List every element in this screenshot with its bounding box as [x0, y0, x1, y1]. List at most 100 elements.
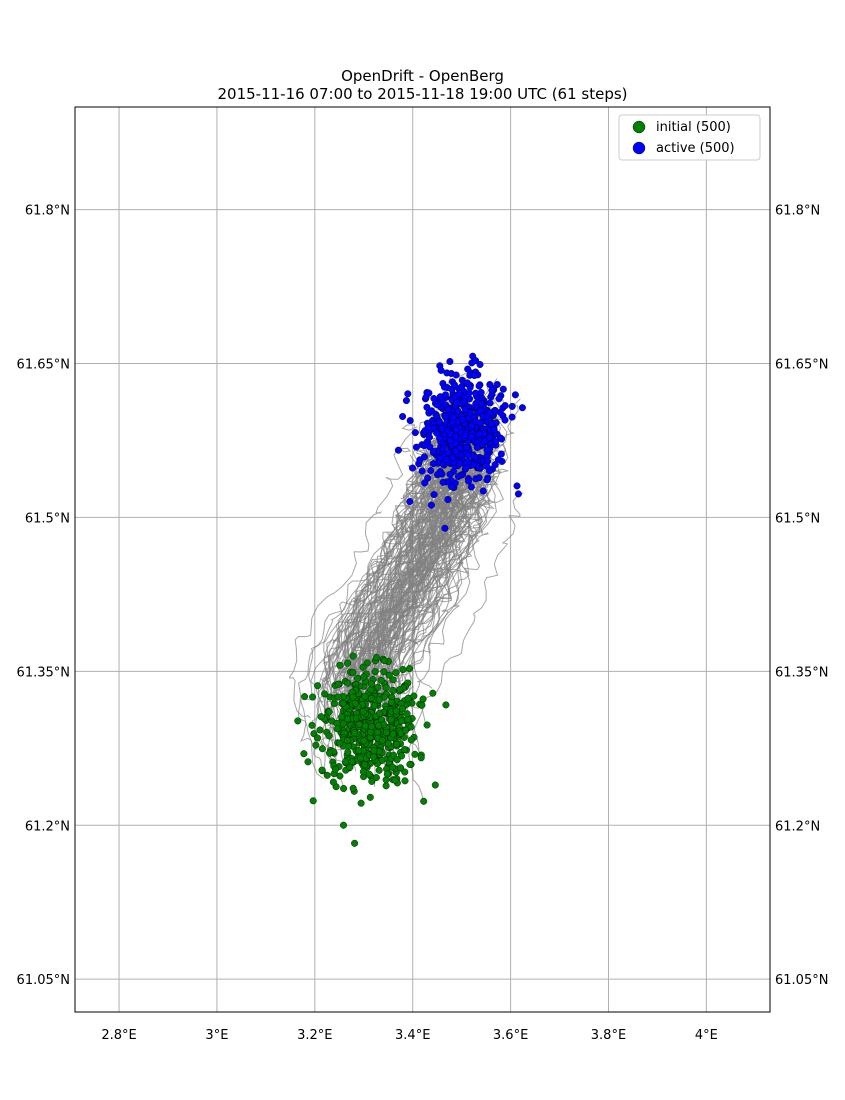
active-point: [472, 357, 480, 365]
active-point: [478, 400, 486, 408]
y-tick-label-right: 61.5°N: [775, 511, 820, 526]
active-point: [513, 482, 521, 490]
active-point: [444, 406, 452, 414]
initial-point: [406, 760, 414, 768]
initial-point: [344, 736, 352, 744]
active-point: [490, 426, 498, 434]
active-point: [461, 406, 469, 414]
initial-point: [308, 721, 316, 729]
initial-point: [407, 736, 415, 744]
active-point: [456, 460, 464, 468]
initial-point: [361, 722, 369, 730]
active-point: [499, 385, 507, 393]
initial-point: [366, 793, 374, 801]
active-point: [473, 444, 481, 452]
initial-point: [334, 680, 342, 688]
active-point: [479, 487, 487, 495]
initial-point: [383, 770, 391, 778]
initial-point: [314, 682, 322, 690]
initial-point: [340, 821, 348, 829]
initial-point: [363, 659, 371, 667]
y-tick-label-right: 61.35°N: [775, 665, 828, 680]
initial-point: [316, 726, 324, 734]
initial-point: [361, 761, 369, 769]
initial-point: [406, 665, 414, 673]
initial-point: [294, 717, 302, 725]
active-point: [399, 413, 407, 421]
initial-point: [355, 720, 363, 728]
initial-point: [323, 771, 331, 779]
initial-point: [410, 692, 418, 700]
active-point: [467, 483, 475, 491]
active-point: [429, 460, 437, 468]
initial-point: [423, 721, 431, 729]
initial-point: [380, 657, 388, 665]
initial-point: [300, 750, 308, 758]
initial-point: [382, 684, 390, 692]
initial-point: [377, 676, 385, 684]
active-point: [447, 482, 455, 490]
initial-point: [370, 753, 378, 761]
initial-point: [368, 723, 376, 731]
y-tick-label-left: 61.2°N: [25, 819, 70, 834]
initial-point: [378, 736, 386, 744]
trajectory-line: [387, 418, 497, 705]
active-point: [427, 501, 435, 509]
active-point: [452, 426, 460, 434]
active-point: [495, 395, 503, 403]
initial-point: [301, 693, 309, 701]
active-point: [409, 464, 417, 472]
initial-point: [407, 723, 415, 731]
initial-point: [312, 741, 320, 749]
map-frame: [74, 106, 771, 1013]
active-point: [418, 467, 426, 475]
initial-point: [360, 737, 368, 745]
active-point: [494, 456, 502, 464]
initial-point: [370, 747, 378, 755]
initial-point: [349, 668, 357, 676]
initial-point: [351, 839, 359, 847]
initial-point: [309, 797, 317, 805]
active-point: [483, 446, 491, 454]
trajectory-line: [311, 475, 428, 767]
initial-point: [387, 698, 395, 706]
initial-point: [411, 750, 419, 758]
active-point: [424, 423, 432, 431]
initial-point: [376, 709, 384, 717]
initial-point: [367, 680, 375, 688]
x-tick-label: 3.2°E: [297, 1028, 332, 1043]
initial-point: [392, 669, 400, 677]
x-tick-label: 4°E: [695, 1028, 718, 1043]
active-point: [406, 417, 414, 425]
y-tick-label-left: 61.05°N: [17, 973, 70, 988]
initial-point: [349, 652, 357, 660]
active-point: [463, 379, 471, 387]
legend-marker-initial: [632, 120, 646, 134]
active-point: [420, 453, 428, 461]
initial-point: [354, 674, 362, 682]
active-point: [486, 433, 494, 441]
active-point: [464, 451, 472, 459]
active-point: [486, 399, 494, 407]
initial-point: [399, 705, 407, 713]
y-tick-label-right: 61.2°N: [775, 819, 820, 834]
initial-point: [382, 729, 390, 737]
initial-point: [370, 702, 378, 710]
initial-point: [401, 777, 409, 785]
active-point: [452, 371, 460, 379]
active-point: [462, 464, 470, 472]
active-point: [411, 429, 419, 437]
initial-point: [429, 689, 437, 697]
chart-title: OpenDrift - OpenBerg: [341, 67, 504, 85]
active-point: [435, 418, 443, 426]
active-point: [429, 447, 437, 455]
active-point: [402, 397, 410, 405]
initial-point: [344, 659, 352, 667]
initial-point: [398, 717, 406, 725]
active-point: [477, 389, 485, 397]
initial-point: [357, 799, 365, 807]
initial-point: [389, 730, 397, 738]
x-tick-label: 2.8°E: [101, 1028, 136, 1043]
active-point: [439, 445, 447, 453]
